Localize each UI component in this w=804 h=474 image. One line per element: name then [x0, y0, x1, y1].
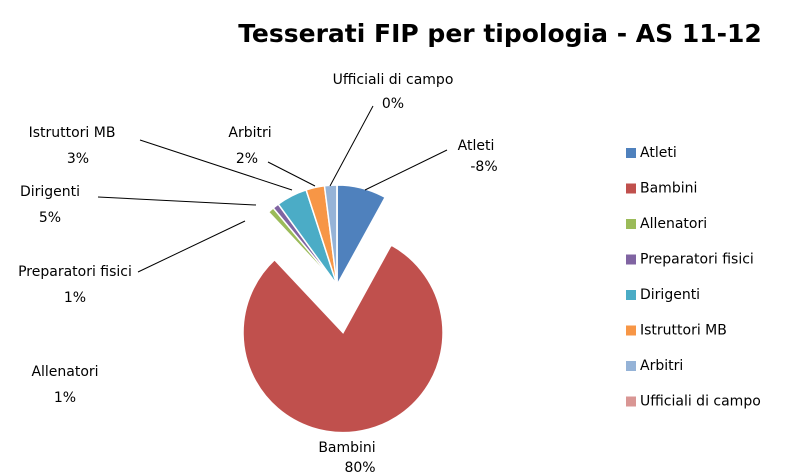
legend-swatch: [626, 254, 636, 265]
leader-line: [139, 139, 293, 191]
legend-swatch: [626, 396, 636, 407]
leader-line: [267, 161, 316, 187]
slice-value-label: 3%: [67, 151, 89, 167]
slice-value-label: -8%: [470, 159, 497, 175]
slice-label: Preparatori fisici: [18, 264, 132, 280]
slice-label: Ufficiali di campo: [333, 72, 454, 88]
legend-swatch: [626, 183, 636, 194]
slice-label: Arbitri: [228, 125, 271, 141]
leader-line: [364, 149, 448, 191]
chart-title: Tesserati FIP per tipologia - AS 11-12: [238, 19, 762, 48]
leader-line: [97, 196, 257, 206]
slice-value-label: 80%: [344, 460, 375, 474]
slice-label: Atleti: [458, 138, 495, 154]
legend-swatch: [626, 219, 636, 229]
legend-swatch: [626, 290, 636, 300]
legend-label: Istruttori MB: [640, 323, 727, 339]
leader-line: [137, 220, 246, 273]
slice-value-label: 0%: [382, 96, 404, 112]
legend-label: Atleti: [640, 145, 677, 161]
legend-swatch: [626, 361, 636, 371]
slice-label: Allenatori: [31, 364, 98, 380]
leader-line: [329, 105, 374, 187]
legend-swatch: [626, 148, 636, 158]
slice-value-label: 1%: [54, 390, 76, 406]
legend-label: Bambini: [640, 181, 697, 197]
legend-label: Arbitri: [640, 358, 683, 374]
slice-value-label: 5%: [39, 210, 61, 226]
slice-label: Dirigenti: [20, 184, 80, 200]
slice-label: Istruttori MB: [29, 125, 116, 141]
slice-value-label: 2%: [236, 151, 258, 167]
legend-label: Ufficiali di campo: [640, 394, 761, 410]
pie-slice: [242, 243, 444, 434]
legend-label: Allenatori: [640, 216, 707, 232]
legend-label: Dirigenti: [640, 287, 700, 303]
legend-swatch: [626, 325, 636, 336]
slice-value-label: 1%: [64, 290, 86, 306]
slice-label: Bambini: [318, 440, 375, 456]
legend-label: Preparatori fisici: [640, 252, 754, 268]
